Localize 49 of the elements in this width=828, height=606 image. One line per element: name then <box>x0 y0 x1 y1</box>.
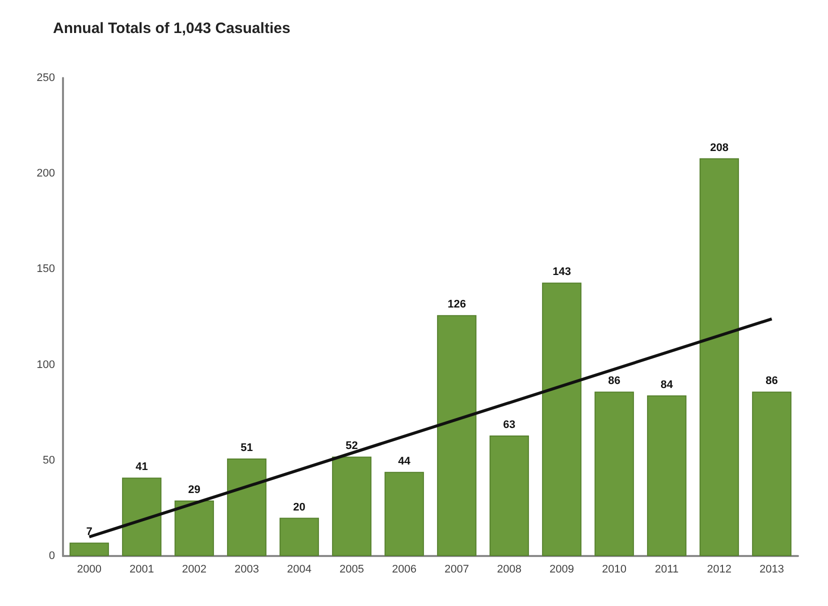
x-tick-label: 2007 <box>444 564 469 576</box>
data-label: 20 <box>293 501 306 514</box>
bar <box>490 436 529 556</box>
y-tick-label: 200 <box>36 168 55 180</box>
data-label: 51 <box>240 442 253 454</box>
data-label: 29 <box>188 484 200 496</box>
x-tick-label: 2009 <box>550 564 574 576</box>
bar <box>70 542 109 556</box>
x-tick-label: 2005 <box>340 564 364 576</box>
x-tick-label: 2008 <box>497 564 522 576</box>
data-label: 208 <box>710 142 728 154</box>
y-tick-label: 50 <box>42 454 55 466</box>
y-tick-label: 0 <box>48 550 55 562</box>
data-label: 86 <box>766 375 778 388</box>
bar <box>332 456 372 556</box>
bar <box>280 518 319 556</box>
x-tick-label: 2010 <box>602 564 626 576</box>
x-tick-label: 2003 <box>234 564 259 576</box>
chart-title: Annual Totals of 1,043 Casualties <box>53 20 290 37</box>
bar <box>227 458 266 556</box>
bar <box>437 315 476 556</box>
bar <box>122 478 162 556</box>
bar <box>752 392 792 556</box>
data-label: 143 <box>552 266 571 278</box>
data-label: 52 <box>346 440 358 452</box>
y-tick-label: 100 <box>36 358 55 371</box>
data-label: 44 <box>398 455 412 468</box>
y-tick-label: 150 <box>36 263 55 276</box>
data-label: 41 <box>136 461 148 474</box>
x-tick-label: 2012 <box>707 564 732 576</box>
bar <box>700 158 739 556</box>
x-tick-label: 2004 <box>287 564 312 576</box>
x-tick-label: 2001 <box>130 564 154 576</box>
x-tick-label: 2002 <box>182 564 206 576</box>
x-tick-label: 2006 <box>392 564 416 576</box>
x-tick-label: 2000 <box>77 564 102 576</box>
data-label: 7 <box>86 526 92 538</box>
bar <box>384 472 424 556</box>
bar <box>647 395 686 556</box>
bar <box>542 282 582 556</box>
bar <box>174 500 214 556</box>
y-tick-label: 250 <box>36 72 55 84</box>
bar <box>594 392 634 556</box>
data-label: 86 <box>608 375 620 388</box>
data-label: 84 <box>660 378 674 391</box>
data-label: 126 <box>448 298 466 311</box>
x-tick-label: 2013 <box>760 564 784 576</box>
data-label: 63 <box>503 419 516 432</box>
x-tick-label: 2011 <box>654 564 679 576</box>
